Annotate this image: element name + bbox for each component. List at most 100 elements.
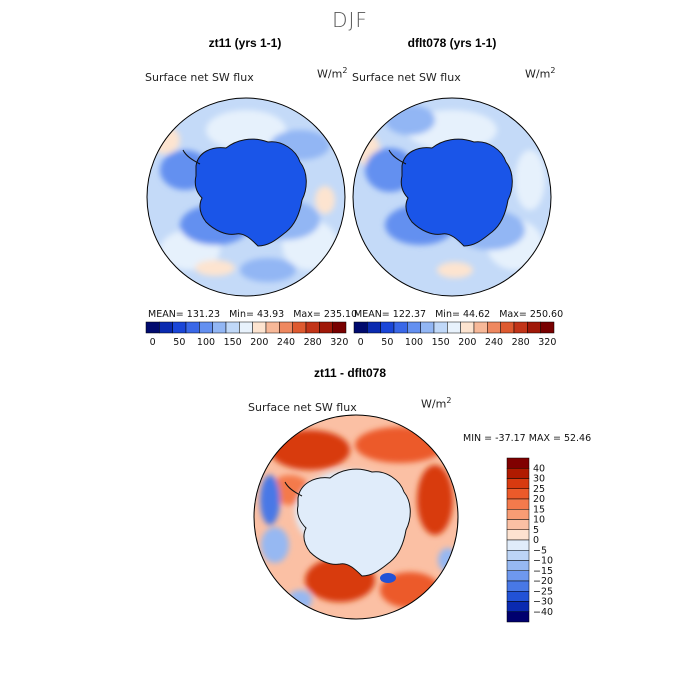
colorbar-2-swatch [433, 321, 448, 334]
colorbar-1-swatch [252, 321, 267, 334]
colorbar-1-swatch [145, 321, 160, 334]
map-2-antarctica [400, 138, 513, 247]
map-2-outline [352, 97, 552, 297]
panel-3-stats: MIN = -37.17 MAX = 52.46 [463, 433, 592, 444]
colorbar-2: 0 50 100 150 200 240 280 320 [353, 321, 556, 348]
map-3-min-patch [380, 573, 396, 583]
season-title: DJF [332, 8, 368, 32]
colorbar-3-tick-label: 40 [533, 463, 545, 474]
colorbar-2-tick-label: 150 [432, 337, 450, 348]
colorbar-1-swatch [212, 321, 227, 334]
colorbar-3-tick-label: 15 [533, 504, 545, 515]
colorbar-2-swatch [447, 321, 461, 334]
colorbar-1-swatch [239, 321, 253, 334]
colorbar-2-swatch [513, 321, 528, 334]
panel-3-title: zt11 - dflt078 [313, 366, 387, 380]
colorbar-3-swatch [506, 478, 530, 489]
colorbar-2-swatch [393, 321, 408, 334]
colorbar-3-tick-label: −30 [533, 597, 553, 608]
colorbar-1: 0 50 100 150 200 240 280 320 [145, 321, 348, 348]
colorbar-2-swatch [367, 321, 381, 334]
map-2 [353, 98, 551, 296]
colorbar-3-tick-label: −5 [533, 545, 547, 556]
colorbar-3-swatch [506, 498, 530, 510]
colorbar-3-tick-label: 5 [533, 525, 539, 536]
colorbar-2-swatch [540, 321, 555, 334]
colorbar-3-swatch [506, 611, 530, 623]
colorbar-3-swatch [506, 539, 530, 551]
panel-2-mean: 122.37 [392, 309, 427, 320]
colorbar-2-swatch [380, 321, 395, 334]
colorbar-3-tick-label: 0 [533, 535, 539, 546]
colorbar-2-swatch [500, 321, 515, 334]
colorbar-3-swatch [506, 488, 530, 500]
colorbar-2-tick-label: 240 [485, 337, 503, 348]
colorbar-3-tick-label: −25 [533, 586, 553, 597]
colorbar-3-tick-label: −40 [533, 607, 553, 618]
colorbar-3-tick-label: −10 [533, 556, 553, 567]
colorbar-1-tick-label: 280 [304, 337, 322, 348]
colorbar-3-swatch [506, 468, 530, 479]
panel-2-variable: Surface net SW flux [352, 71, 461, 84]
colorbar-3-swatch [506, 457, 530, 469]
colorbar-1-swatch [279, 321, 293, 334]
map-1-outline [146, 97, 346, 297]
map-3-antarctica [297, 468, 411, 577]
map-1-antarctica [194, 138, 307, 247]
panel-2-title: dflt078 (yrs 1-1) [407, 36, 497, 50]
colorbar-2-tick-label: 320 [538, 337, 556, 348]
colorbar-1-tick-label: 0 [150, 337, 156, 348]
colorbar-1-swatch [292, 321, 307, 334]
panel-2-min: 44.62 [462, 309, 491, 320]
colorbar-3-swatch [506, 529, 530, 541]
panel-2-units: W/m2 [525, 66, 556, 81]
colorbar-3-tick-label: 10 [533, 515, 545, 526]
map-3 [254, 415, 458, 619]
colorbar-1-swatch [225, 321, 240, 334]
colorbar-3-tick-label: −15 [533, 566, 553, 577]
colorbar-3-swatch [506, 580, 530, 592]
panel-2-stats: MEAN= 122.37 Min= 44.62 Max= 250.60 [354, 309, 564, 320]
panel-1-min: 43.93 [256, 309, 285, 320]
colorbar-1-swatch [265, 321, 280, 334]
colorbar-2-swatch [407, 321, 421, 334]
colorbar-2-tick-label: 280 [512, 337, 530, 348]
colorbar-3-tick-label: −20 [533, 576, 553, 587]
colorbar-1-swatch [305, 321, 320, 334]
colorbar-2-swatch [527, 321, 541, 334]
colorbar-2-tick-label: 200 [458, 337, 476, 348]
colorbar-1-swatch [172, 321, 187, 334]
colorbar-1-tick-label: 240 [277, 337, 295, 348]
colorbar-1-tick-label: 150 [224, 337, 242, 348]
colorbar-2-tick-label: 50 [381, 337, 393, 348]
colorbar-3-swatch [506, 519, 530, 530]
panel-1-max: 235.10 [323, 309, 358, 320]
panel-1-units: W/m2 [317, 66, 348, 81]
colorbar-2-swatch [487, 321, 501, 334]
colorbar-1-swatch [319, 321, 333, 334]
map-3-peninsula [284, 481, 303, 497]
map-1 [147, 98, 345, 296]
colorbar-1-swatch [159, 321, 173, 334]
colorbar-2-swatch [420, 321, 435, 334]
colorbar-3-swatch [506, 570, 530, 582]
map-2-peninsula [388, 149, 407, 165]
panel-1-title: zt11 (yrs 1-1) [208, 36, 282, 50]
colorbar-3-tick-label: 25 [533, 484, 545, 495]
colorbar-1-swatch [185, 321, 200, 334]
colorbar-2-swatch [353, 321, 368, 334]
colorbar-1-swatch [199, 321, 213, 334]
map-1-peninsula [182, 149, 201, 165]
colorbar-1-swatch [332, 321, 347, 334]
colorbar-1-tick-label: 320 [330, 337, 348, 348]
colorbar-1-tick-label: 100 [197, 337, 215, 348]
colorbar-2-swatch [460, 321, 475, 334]
colorbar-1-tick-label: 50 [173, 337, 185, 348]
panel-1-stats: MEAN= 131.23 Min= 43.93 Max= 235.10 [148, 309, 358, 320]
colorbar-2-swatch [473, 321, 488, 334]
panel-3-units: W/m2 [421, 396, 452, 411]
colorbar-3-swatch [506, 560, 530, 571]
panel-2-max: 250.60 [529, 309, 564, 320]
